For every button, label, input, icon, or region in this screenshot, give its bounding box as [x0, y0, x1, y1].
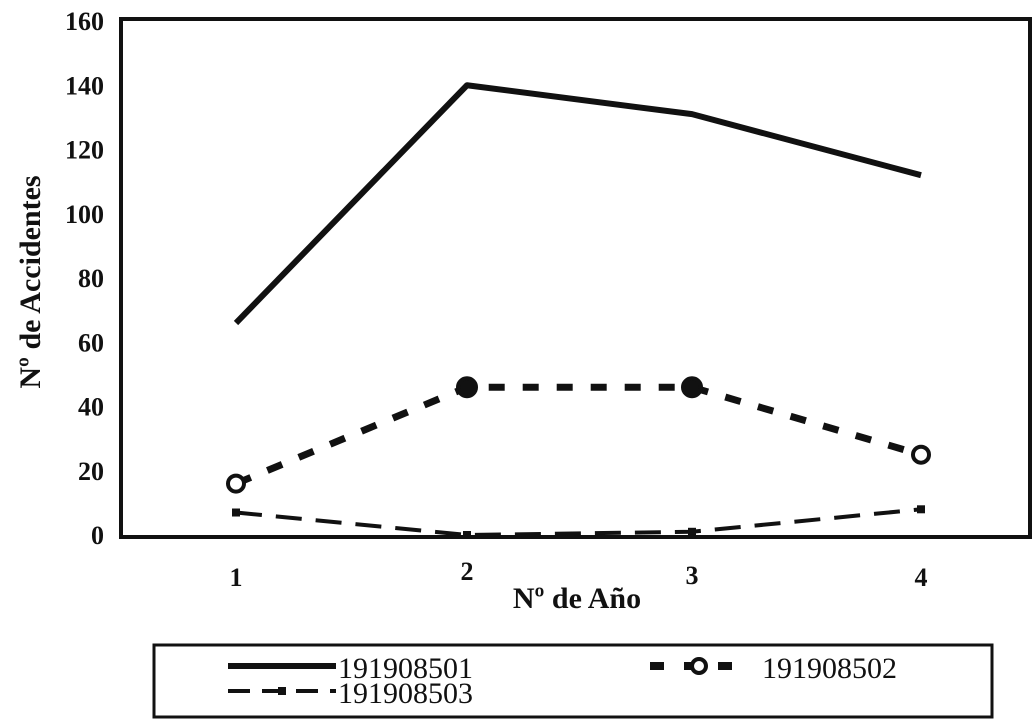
y-tick-label: 0: [91, 521, 104, 550]
y-tick-label: 160: [65, 7, 104, 36]
legend-marker: [690, 657, 708, 675]
x-tick-label: 4: [915, 563, 928, 592]
legend: 191908501 191908502 191908503: [152, 643, 994, 719]
data-point: [917, 505, 925, 514]
x-tick-label: 3: [686, 561, 699, 590]
y-tick-labels: 0 20 40 60 80 100 120 140 160: [65, 7, 104, 550]
y-tick-label: 100: [65, 200, 104, 229]
data-point: [688, 527, 696, 536]
plot-frame: [119, 17, 1032, 539]
legend-label: 191908503: [338, 677, 473, 710]
data-point: [911, 444, 931, 465]
data-point: [456, 376, 478, 399]
legend-box: [152, 643, 994, 719]
series-layer: [226, 82, 931, 539]
series-line-191908503: [235, 507, 922, 537]
data-point: [463, 531, 471, 539]
y-tick-label: 40: [78, 393, 104, 422]
y-axis-title: Nº de Accidentes: [14, 175, 47, 388]
y-tick-label: 20: [78, 457, 104, 486]
data-point: [681, 376, 703, 399]
data-point: [226, 473, 246, 494]
x-tick-label: 1: [230, 563, 243, 592]
y-tick-label: 120: [65, 136, 104, 165]
y-tick-label: 60: [78, 328, 104, 357]
legend-label: 191908502: [762, 652, 897, 685]
data-point: [232, 508, 240, 517]
legend-marker: [278, 687, 286, 695]
x-axis-title: Nº de Año: [513, 582, 641, 615]
y-tick-label: 140: [65, 71, 104, 100]
x-tick-label: 2: [461, 557, 474, 586]
x-tick-labels: 1 2 3 4: [230, 557, 928, 592]
series-line-191908502: [234, 383, 922, 487]
y-tick-label: 80: [78, 264, 104, 293]
series-line-191908501: [233, 82, 922, 326]
legend-label: 191908501: [338, 652, 473, 685]
